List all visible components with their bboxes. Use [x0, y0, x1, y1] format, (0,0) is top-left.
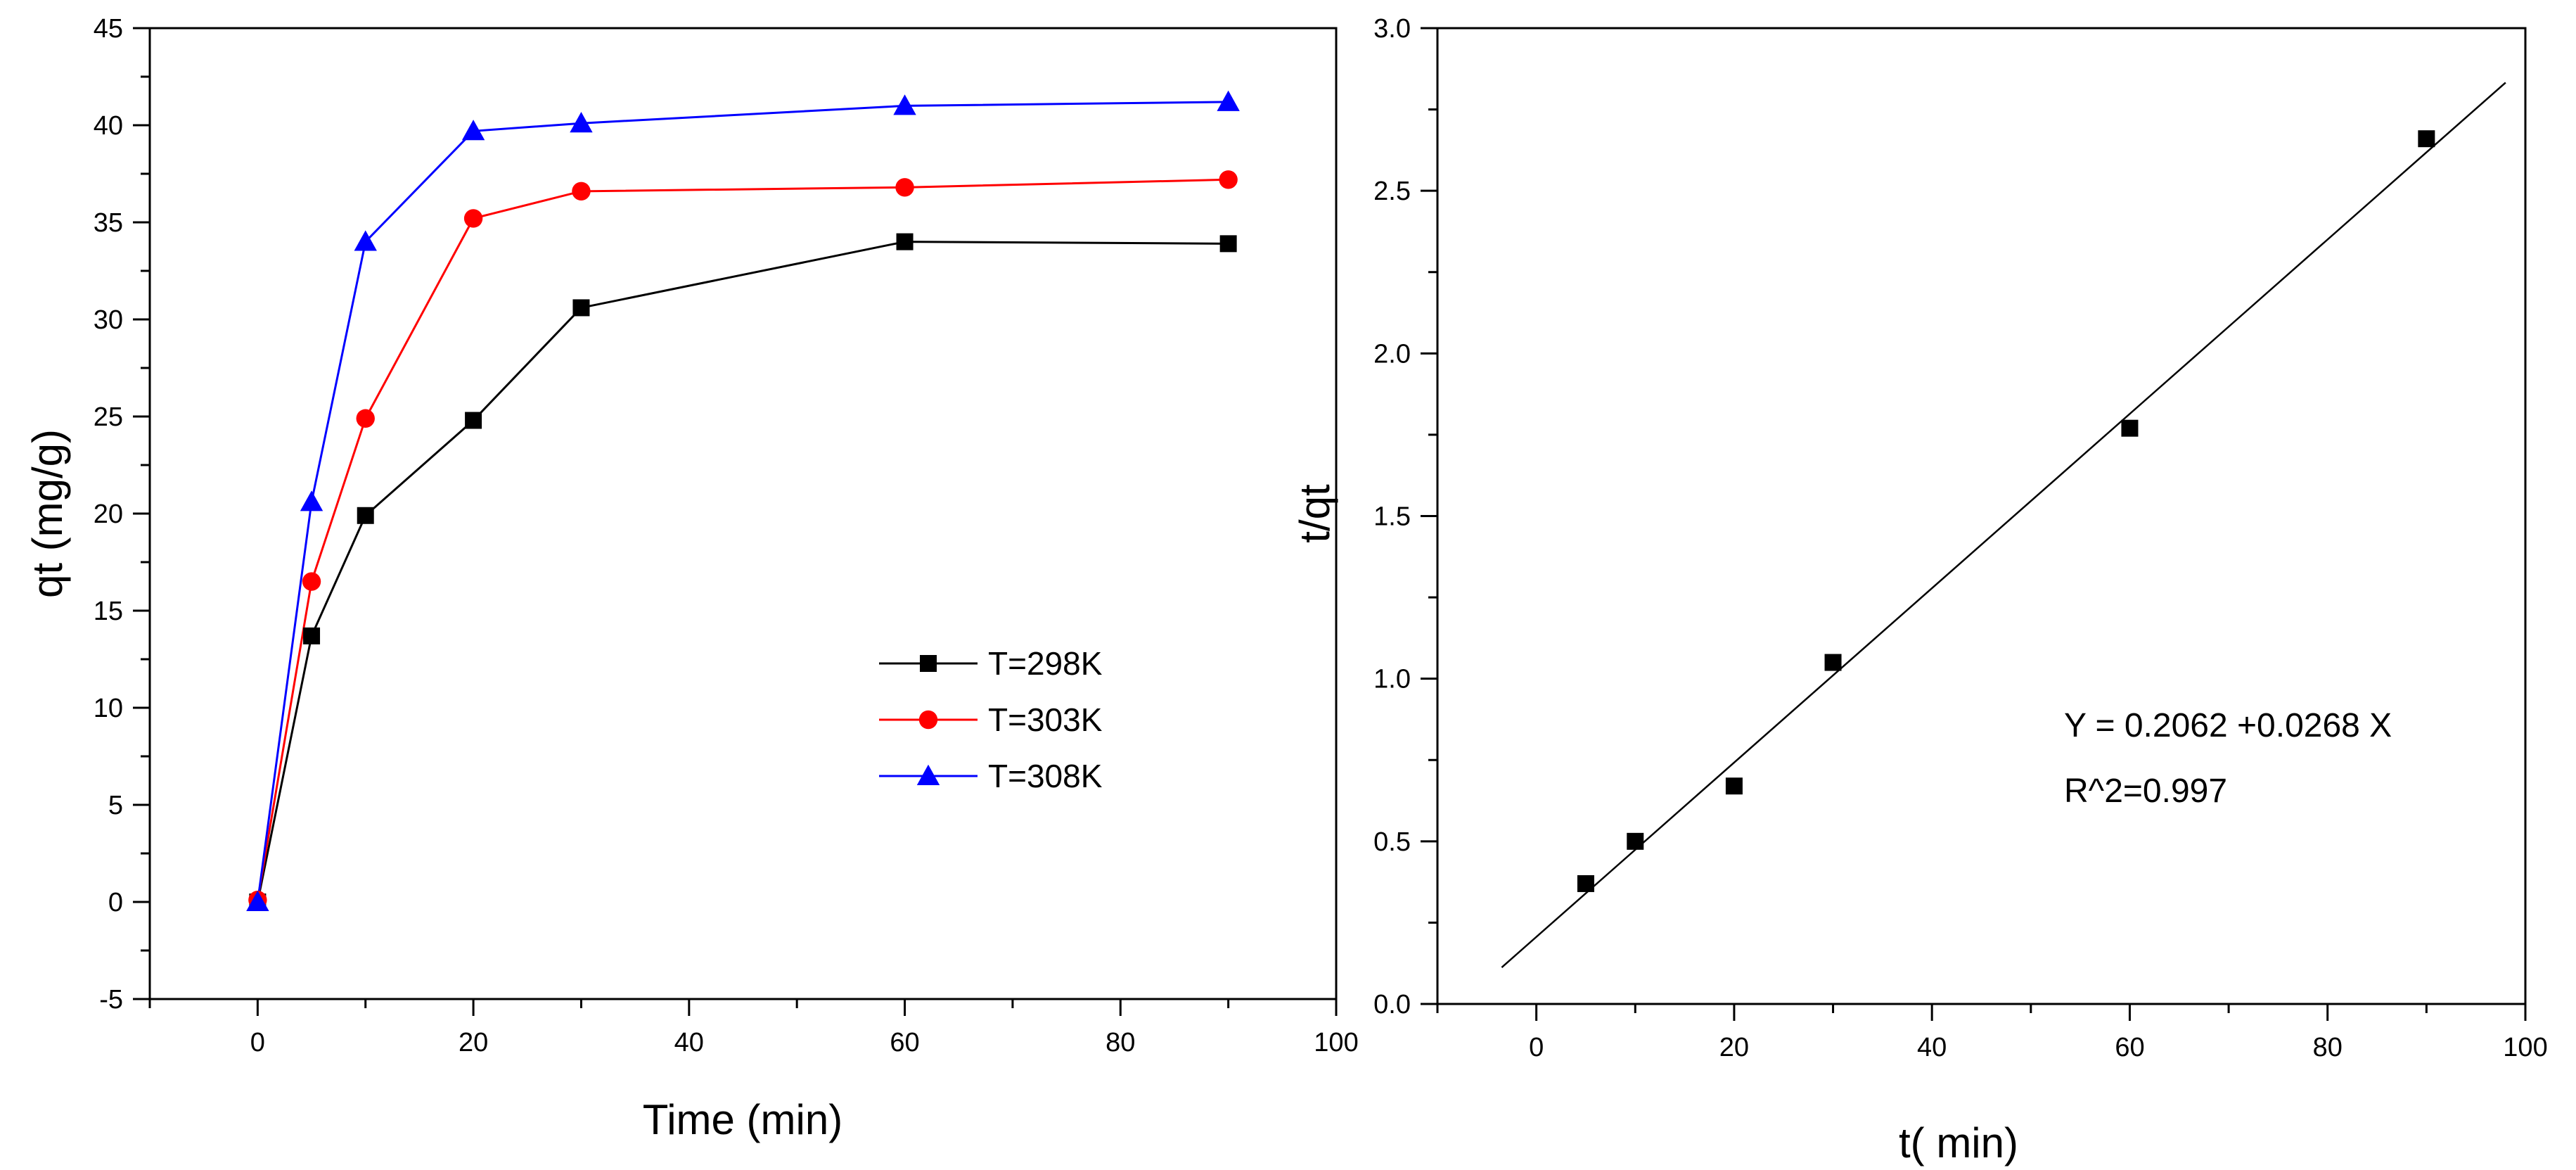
triangle-marker	[1217, 90, 1240, 111]
x-tick-label: 60	[2115, 1033, 2144, 1062]
x-tick-label: 40	[1917, 1033, 1947, 1062]
x-tick-label: 0	[1529, 1033, 1544, 1062]
triangle-marker	[354, 230, 377, 251]
y-axis-title: t/qt	[1291, 484, 1338, 543]
y-tick-label: 1.0	[1373, 665, 1411, 694]
y-tick-label: 2.5	[1373, 177, 1411, 206]
legend-label: T=308K	[988, 758, 1103, 794]
y-tick-label: 1.5	[1373, 502, 1411, 532]
x-tick-label: 100	[2503, 1033, 2547, 1062]
square-marker	[896, 233, 914, 250]
y-tick-label: 40	[94, 111, 123, 141]
y-tick-label: 2.0	[1373, 339, 1411, 369]
x-tick-label: 20	[1719, 1033, 1749, 1062]
y-tick-label: 3.0	[1373, 14, 1411, 44]
square-marker	[1577, 875, 1594, 892]
y-tick-label: 30	[94, 305, 123, 335]
left-axes: 0 20 40 60 80 100 -5 0 5 10 15 20 25 30 35 40 45	[94, 14, 1359, 1057]
circle-marker	[356, 409, 375, 428]
y-tick-label: 0.0	[1373, 990, 1411, 1019]
t-qt-vs-t-chart: 0 20 40 60 80 100 0.0 0.5 1.0 1.5 2.0 2.5 3.0 t( min…	[1291, 14, 2548, 1166]
circle-marker	[918, 710, 938, 730]
y-tick-label: 35	[94, 208, 123, 238]
linear-fit-line	[1501, 82, 2506, 968]
y-tick-label: 10	[94, 694, 123, 723]
right-axes: 0 20 40 60 80 100 0.0 0.5 1.0 1.5 2.0 2.5 3.0	[1373, 14, 2548, 1062]
x-tick-label: 80	[1106, 1028, 1135, 1057]
triangle-marker	[893, 94, 916, 115]
y-tick-label: 25	[94, 402, 123, 432]
square-marker	[465, 412, 482, 429]
r-squared-annotation: R^2=0.997	[2064, 772, 2227, 810]
right-series-group	[1501, 82, 2506, 968]
x-tick-label: 40	[674, 1028, 704, 1057]
x-tick-label: 60	[890, 1028, 919, 1057]
square-marker	[1725, 777, 1743, 795]
x-tick-label: 80	[2313, 1033, 2343, 1062]
square-marker	[1219, 235, 1237, 253]
y-tick-label: 0.5	[1373, 827, 1411, 857]
y-tick-label: -5	[99, 985, 123, 1015]
triangle-marker	[300, 490, 323, 511]
square-marker	[303, 627, 321, 644]
square-marker	[572, 299, 590, 317]
y-tick-label: 20	[94, 500, 123, 529]
triangle-marker	[916, 764, 940, 785]
y-tick-label: 45	[94, 14, 123, 44]
square-marker	[357, 507, 374, 524]
triangle-marker	[461, 120, 485, 141]
square-marker	[1824, 654, 1842, 671]
y-axis-title: qt (mg/g)	[24, 429, 71, 598]
x-tick-label: 0	[250, 1028, 265, 1057]
legend-label: T=303K	[988, 701, 1103, 738]
circle-marker	[572, 182, 591, 201]
triangle-marker	[246, 890, 269, 911]
y-tick-label: 5	[108, 791, 123, 820]
y-tick-label: 0	[108, 888, 123, 917]
circle-marker	[302, 572, 321, 591]
legend: T=298K T=303K T=308K	[879, 645, 1103, 794]
x-axis-title: t( min)	[1899, 1119, 2018, 1166]
circle-marker	[1219, 170, 1238, 189]
y-tick-label: 15	[94, 597, 123, 626]
fit-equation-annotation: Y = 0.2062 +0.0268 X	[2064, 707, 2392, 744]
square-marker	[2418, 130, 2435, 148]
triangle-marker	[570, 112, 593, 133]
circle-marker	[895, 178, 914, 197]
square-marker	[1627, 832, 1644, 850]
qt-vs-time-chart: 0 20 40 60 80 100 -5 0 5 10 15 20 25 30 35 40 45 Time (m…	[24, 14, 1359, 1143]
x-tick-label: 100	[1314, 1028, 1358, 1057]
square-marker	[920, 655, 937, 672]
left-series-group	[246, 90, 1240, 911]
square-marker	[2121, 419, 2139, 437]
x-tick-label: 20	[459, 1028, 488, 1057]
circle-marker	[463, 209, 483, 228]
legend-label: T=298K	[988, 645, 1103, 682]
x-axis-title: Time (min)	[643, 1096, 842, 1143]
